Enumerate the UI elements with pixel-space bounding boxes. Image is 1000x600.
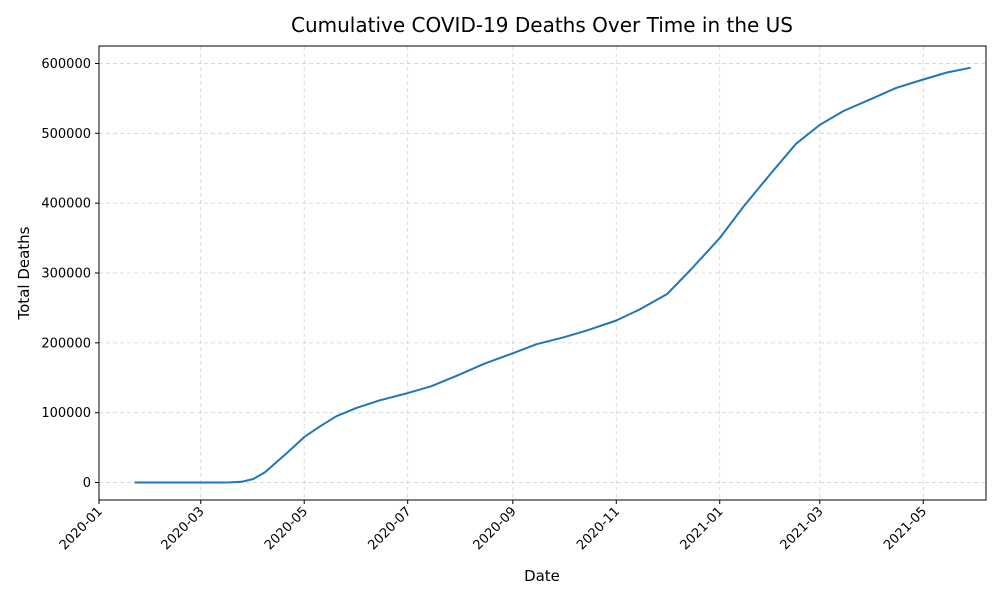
x-tick-label: 2020-09 (471, 504, 520, 553)
x-tick-label: 2020-07 (365, 504, 414, 553)
y-tick-label: 0 (83, 476, 91, 491)
x-tick-label: 2020-03 (159, 504, 208, 553)
y-tick-label: 600000 (41, 57, 91, 72)
y-axis-label: Total Deaths (15, 226, 33, 320)
y-tick-label: 500000 (41, 127, 91, 142)
x-tick-label: 2021-03 (778, 504, 827, 553)
y-tick-label: 100000 (41, 406, 91, 421)
x-tick-label: 2020-05 (262, 504, 311, 553)
y-tick-label: 400000 (41, 197, 91, 212)
y-tick-label: 200000 (41, 336, 91, 351)
chart-title: Cumulative COVID-19 Deaths Over Time in … (291, 13, 793, 37)
plot-area (134, 66, 971, 484)
x-tick-label: 2021-01 (678, 504, 727, 553)
x-tick-label: 2020-11 (574, 504, 623, 553)
series-line (134, 66, 971, 484)
y-tick-label: 300000 (41, 267, 91, 282)
y-axis: 0 100000 200000 300000 400000 500000 600000 (41, 57, 99, 491)
x-tick-label: 2021-05 (881, 504, 930, 553)
x-axis-label: Date (524, 567, 560, 585)
x-tick-label: 2020-01 (57, 504, 106, 553)
grid (98, 46, 986, 500)
x-axis: 2020-01 2020-03 2020-05 2020-07 2020-09 2020-… (57, 500, 930, 553)
